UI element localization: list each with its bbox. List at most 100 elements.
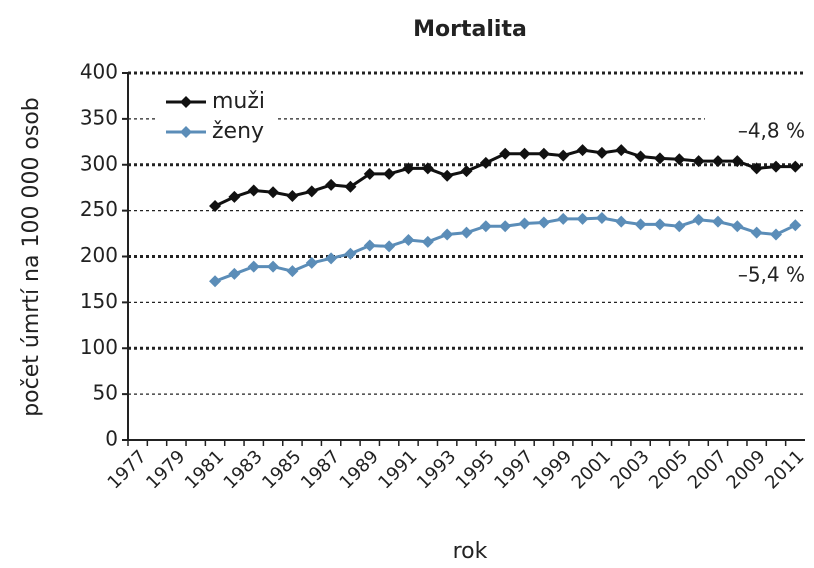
legend-marker (180, 126, 192, 138)
data-point (595, 146, 608, 159)
x-tick-label: 2005 (645, 446, 692, 493)
data-point (769, 160, 782, 173)
data-point (228, 190, 241, 203)
data-point (267, 186, 280, 199)
data-point (615, 144, 628, 157)
y-axis-label: počet úmrtí na 100 000 osob (19, 97, 44, 417)
data-point (499, 220, 512, 233)
y-tick-label: 250 (80, 197, 118, 221)
data-point (363, 167, 376, 180)
x-tick-label: 1981 (181, 446, 228, 493)
data-point (537, 216, 550, 229)
data-point (460, 165, 473, 178)
legend-label: muži (212, 89, 265, 114)
x-tick-label: 2011 (761, 446, 808, 493)
y-tick-label: 400 (80, 60, 118, 84)
x-tick-label: 2007 (684, 446, 731, 493)
x-tick-label: 1989 (336, 446, 383, 493)
data-point (711, 215, 724, 228)
legend-marker (180, 96, 192, 108)
data-point (518, 147, 531, 160)
y-tick-label: 100 (80, 335, 118, 359)
data-point (441, 169, 454, 182)
data-point (286, 265, 299, 278)
y-tick-label: 300 (80, 151, 118, 175)
x-tick-label: 2003 (606, 446, 653, 493)
data-point (402, 162, 415, 175)
data-point (421, 162, 434, 175)
x-tick-label: 1985 (258, 446, 305, 493)
data-point (402, 233, 415, 246)
data-point (750, 162, 763, 175)
data-point (363, 239, 376, 252)
data-point (557, 212, 570, 225)
x-tick-label: 1977 (103, 446, 150, 493)
x-tick-label: 1995 (452, 446, 499, 493)
data-point (769, 228, 782, 241)
x-tick-label: 2001 (568, 446, 615, 493)
y-tick-label: 50 (93, 381, 118, 405)
data-point (286, 189, 299, 202)
data-point (479, 220, 492, 233)
data-point (305, 185, 318, 198)
x-tick-label: 1983 (220, 446, 267, 493)
chart-title: Mortalita (413, 17, 527, 42)
data-point (711, 155, 724, 168)
data-point (325, 178, 338, 191)
data-point (557, 149, 570, 162)
data-point (479, 156, 492, 169)
y-tick-label: 150 (80, 289, 118, 313)
data-point (305, 256, 318, 269)
data-point (731, 220, 744, 233)
data-point (499, 147, 512, 160)
x-tick-label: 2009 (722, 446, 769, 493)
data-point (692, 213, 705, 226)
data-point (595, 211, 608, 224)
data-point (673, 220, 686, 233)
data-point (653, 218, 666, 231)
x-tick-label: 1993 (413, 446, 460, 493)
data-point (518, 217, 531, 230)
data-point (673, 153, 686, 166)
data-point (441, 228, 454, 241)
data-point (383, 167, 396, 180)
data-point (247, 184, 260, 197)
data-point (344, 180, 357, 193)
data-point (325, 252, 338, 265)
data-point (537, 147, 550, 160)
y-tick-label: 350 (80, 105, 118, 129)
x-tick-label: 1991 (374, 446, 421, 493)
data-point (421, 235, 434, 248)
data-point (789, 160, 802, 173)
x-axis-label: rok (453, 539, 488, 564)
data-point (576, 144, 589, 157)
data-point (692, 155, 705, 168)
data-point (209, 275, 222, 288)
data-point (634, 150, 647, 163)
data-point (789, 219, 802, 232)
legend-label: ženy (212, 119, 264, 144)
data-point (344, 247, 357, 260)
annotation: –5,4 % (738, 263, 805, 287)
x-tick-label: 1997 (490, 446, 537, 493)
x-tick-label: 1987 (297, 446, 344, 493)
data-point (731, 155, 744, 168)
data-point (653, 152, 666, 165)
data-point (460, 226, 473, 239)
legend-box (158, 86, 278, 148)
x-tick-label: 1999 (529, 446, 576, 493)
data-point (228, 267, 241, 280)
y-tick-label: 200 (80, 243, 118, 267)
annotation: –4,8 % (738, 119, 805, 143)
annotation-bg (705, 262, 805, 290)
y-tick-label: 0 (105, 427, 118, 451)
data-point (209, 200, 222, 213)
data-point (267, 260, 280, 273)
data-point (615, 215, 628, 228)
annotation-bg (705, 118, 805, 146)
x-tick-label: 1979 (142, 446, 189, 493)
data-point (576, 212, 589, 225)
data-point (383, 240, 396, 253)
data-point (247, 260, 260, 273)
